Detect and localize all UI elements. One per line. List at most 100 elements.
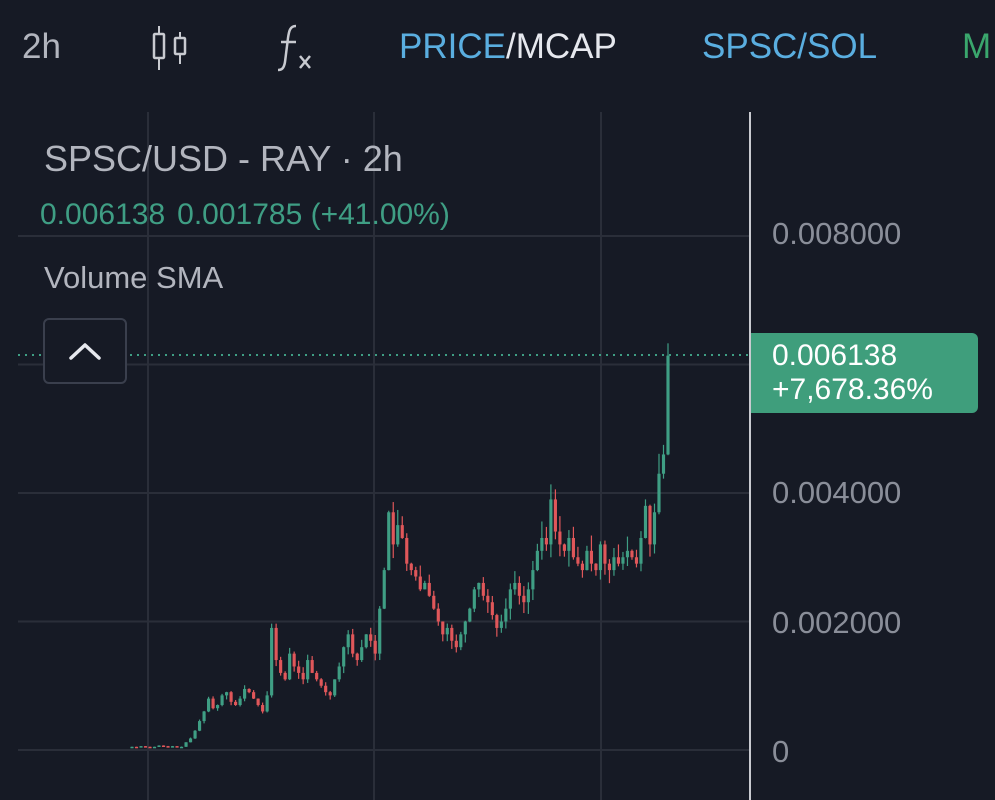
candle-down [517, 582, 521, 596]
candle-down [324, 685, 328, 693]
candle-down [427, 582, 431, 596]
candle-up [639, 537, 643, 564]
candle-down [607, 563, 612, 571]
chart-toolbar: 2h PRICE/MCAP SPSC/SOL M [0, 0, 995, 95]
candle-down [261, 705, 265, 712]
candle-down [355, 653, 359, 661]
candle-up [598, 544, 603, 571]
candle-up [531, 570, 535, 590]
candle-down [247, 688, 251, 693]
candle-down [252, 692, 256, 699]
candle-up [206, 698, 211, 712]
candle-down [297, 666, 301, 673]
candle-up [342, 647, 346, 667]
price-axis-label: 0.004000 [772, 475, 902, 510]
candle-down [161, 745, 166, 748]
candle-up [202, 711, 206, 722]
candle-up [157, 745, 161, 748]
candle-up [657, 473, 661, 513]
candle-down [553, 499, 557, 532]
candle-down [166, 746, 170, 748]
candle-up [179, 746, 184, 749]
candle-down [436, 608, 440, 622]
candle-down [634, 557, 639, 564]
candle-up [225, 692, 229, 696]
candle-down [441, 621, 445, 635]
candle-up [346, 634, 350, 648]
interval-button[interactable]: 2h [22, 27, 61, 66]
candle-down [211, 698, 215, 709]
candle-up [243, 688, 247, 699]
candle-down [400, 525, 404, 538]
candle-up [625, 550, 630, 558]
mcap-option[interactable]: MCAP [515, 27, 617, 66]
collapse-legend-button[interactable] [43, 318, 127, 384]
candle-up [661, 454, 666, 474]
candle-down [134, 746, 139, 749]
candle-down [571, 537, 575, 558]
chart-title: SPSC/USD - RAY · 2h [44, 138, 403, 179]
current-price-tag: 0.006138 +7,678.36% [751, 333, 978, 413]
more-toolbar-item[interactable]: M [962, 27, 992, 66]
candle-up [184, 742, 188, 747]
candle-up [130, 746, 134, 749]
candle-down [405, 537, 409, 564]
candle-down [256, 698, 260, 706]
function-icon[interactable] [276, 22, 320, 84]
chevron-up-icon [69, 343, 101, 360]
candle-up [193, 730, 197, 739]
candle-down [495, 615, 499, 628]
candle-up [652, 512, 657, 545]
candle-down [175, 746, 179, 748]
candle-up [238, 698, 242, 706]
candle-up [270, 627, 274, 696]
candle-up [396, 525, 400, 545]
candle-up [540, 537, 544, 551]
candle-up [445, 627, 449, 635]
candle-down [522, 595, 526, 603]
candle-up [382, 570, 386, 609]
candle-up [585, 550, 589, 571]
candle-up [364, 634, 368, 648]
candle-down [391, 512, 395, 545]
candle-down [373, 640, 377, 654]
candle-down [562, 544, 566, 551]
candle-down [414, 570, 418, 577]
candle-down [148, 746, 152, 749]
candlestick-icon[interactable] [150, 24, 190, 82]
legend-values: 0.006138 0.001785 (+41.00%) [40, 198, 462, 232]
candle-down [580, 563, 584, 571]
candle-up [508, 589, 512, 609]
candle-up [472, 589, 476, 609]
candle-down [576, 557, 580, 564]
candle-up [666, 355, 670, 455]
candle-down [301, 672, 305, 680]
candle-up [333, 679, 337, 696]
candle-up [188, 738, 193, 743]
candle-down [229, 692, 233, 702]
candle-up [387, 512, 391, 571]
candle-up [513, 582, 517, 590]
candle-up [152, 746, 157, 749]
candle-up [360, 647, 364, 661]
candle-down [481, 582, 485, 596]
candle-down [283, 672, 287, 680]
chart-grid [18, 112, 750, 800]
candle-down [292, 653, 296, 667]
indicator-volume-sma[interactable]: Volume SMA [44, 260, 224, 295]
price-mcap-toggle[interactable]: PRICE/MCAP [399, 26, 617, 68]
price-option[interactable]: PRICE [399, 27, 506, 66]
candle-down [558, 531, 562, 545]
pair-toggle[interactable]: SPSC/SOL [702, 27, 878, 66]
candle-down [603, 544, 607, 564]
candle-up [549, 499, 553, 545]
candle-down [490, 602, 494, 616]
candle-up [139, 746, 143, 748]
candle-up [220, 695, 224, 706]
candle-up [468, 608, 472, 622]
candle-down [594, 563, 598, 571]
candle-up [499, 621, 503, 628]
candle-up [463, 621, 467, 635]
candle-up [643, 505, 648, 538]
